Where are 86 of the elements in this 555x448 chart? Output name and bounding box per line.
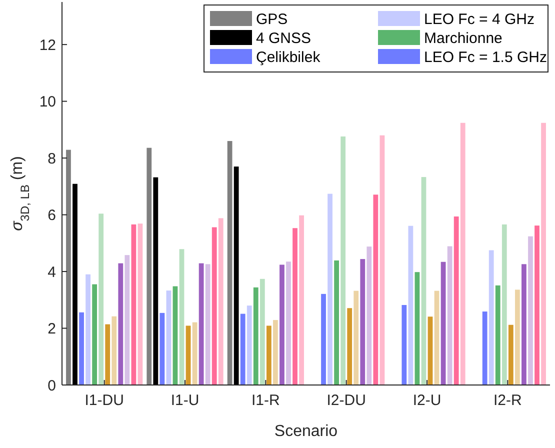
bar <box>66 150 71 385</box>
bar <box>541 122 546 385</box>
bar <box>205 264 210 385</box>
y-tick-label: 10 <box>39 94 56 111</box>
bar <box>366 246 372 385</box>
bar <box>528 236 533 385</box>
legend-label: GPS <box>256 10 288 28</box>
bar <box>522 264 526 385</box>
x-axis-title: Scenario <box>274 423 338 440</box>
bar <box>434 290 440 385</box>
bar <box>280 264 284 385</box>
bar <box>347 308 352 385</box>
bar <box>273 320 278 385</box>
bar <box>160 312 165 385</box>
bar <box>131 224 136 385</box>
bar <box>286 262 291 385</box>
bar <box>334 260 339 385</box>
bar <box>79 312 84 385</box>
bar <box>260 278 265 385</box>
bar <box>92 284 98 385</box>
annotation: LEO Fc = 1.5 GHz <box>424 48 547 66</box>
legend-label: Marchionne <box>424 30 502 47</box>
bar <box>534 226 540 385</box>
bar <box>421 177 426 385</box>
bar <box>488 250 494 385</box>
bar <box>495 285 500 385</box>
bar <box>198 263 204 385</box>
bar <box>447 246 452 385</box>
y-tick-label: 8 <box>48 150 56 168</box>
bar <box>72 184 78 385</box>
bar <box>218 218 224 385</box>
bar <box>373 194 378 385</box>
bar <box>502 224 507 385</box>
y-tick-label: 2 <box>48 320 56 338</box>
legend-label: LEO Fc = 4 GHz <box>424 10 534 28</box>
bar <box>460 122 466 385</box>
legend-label: Çelikbilek <box>256 48 321 66</box>
bar <box>360 259 366 385</box>
x-tick-label: I1-DU <box>84 392 124 409</box>
y-tick-label: 0 <box>48 377 56 394</box>
bar <box>105 324 110 385</box>
bar <box>138 224 143 385</box>
bar <box>328 194 332 385</box>
bar <box>408 226 414 385</box>
bar <box>428 316 433 385</box>
bar <box>508 324 514 385</box>
bar <box>234 166 239 385</box>
bar <box>402 304 407 385</box>
bar <box>414 272 420 385</box>
bar <box>266 326 272 385</box>
y-tick-label: 6 <box>48 207 56 224</box>
bar <box>482 312 488 385</box>
bar <box>240 314 246 385</box>
y-tick-label: 4 <box>48 264 56 281</box>
x-tick-label: I2-U <box>412 392 442 409</box>
bar <box>440 262 446 385</box>
bar <box>212 227 217 385</box>
bar <box>354 290 359 385</box>
bar <box>153 177 158 385</box>
bar <box>227 141 232 385</box>
x-tick-label: I2-R <box>493 392 522 409</box>
bar <box>124 255 130 385</box>
bar <box>146 148 152 385</box>
bar <box>321 294 326 385</box>
x-tick-label: I1-U <box>170 392 200 409</box>
bar <box>179 249 184 385</box>
bar <box>340 136 346 385</box>
bar <box>112 316 117 385</box>
bar <box>292 228 298 385</box>
bar <box>514 290 520 385</box>
legend-label: 4 GNSS <box>256 30 312 47</box>
bar <box>166 290 172 385</box>
x-tick-label: I1-R <box>252 392 280 409</box>
bar <box>86 274 90 385</box>
bar <box>192 322 198 385</box>
bar <box>118 263 124 385</box>
bar <box>186 326 191 385</box>
bar <box>380 135 385 385</box>
bar <box>454 216 459 385</box>
bar <box>246 306 252 385</box>
bar <box>172 286 178 385</box>
bar <box>299 215 304 385</box>
bar <box>253 287 258 385</box>
bar <box>98 214 104 385</box>
x-tick-label: I2-DU <box>326 392 366 409</box>
y-tick-label: 12 <box>39 36 56 54</box>
